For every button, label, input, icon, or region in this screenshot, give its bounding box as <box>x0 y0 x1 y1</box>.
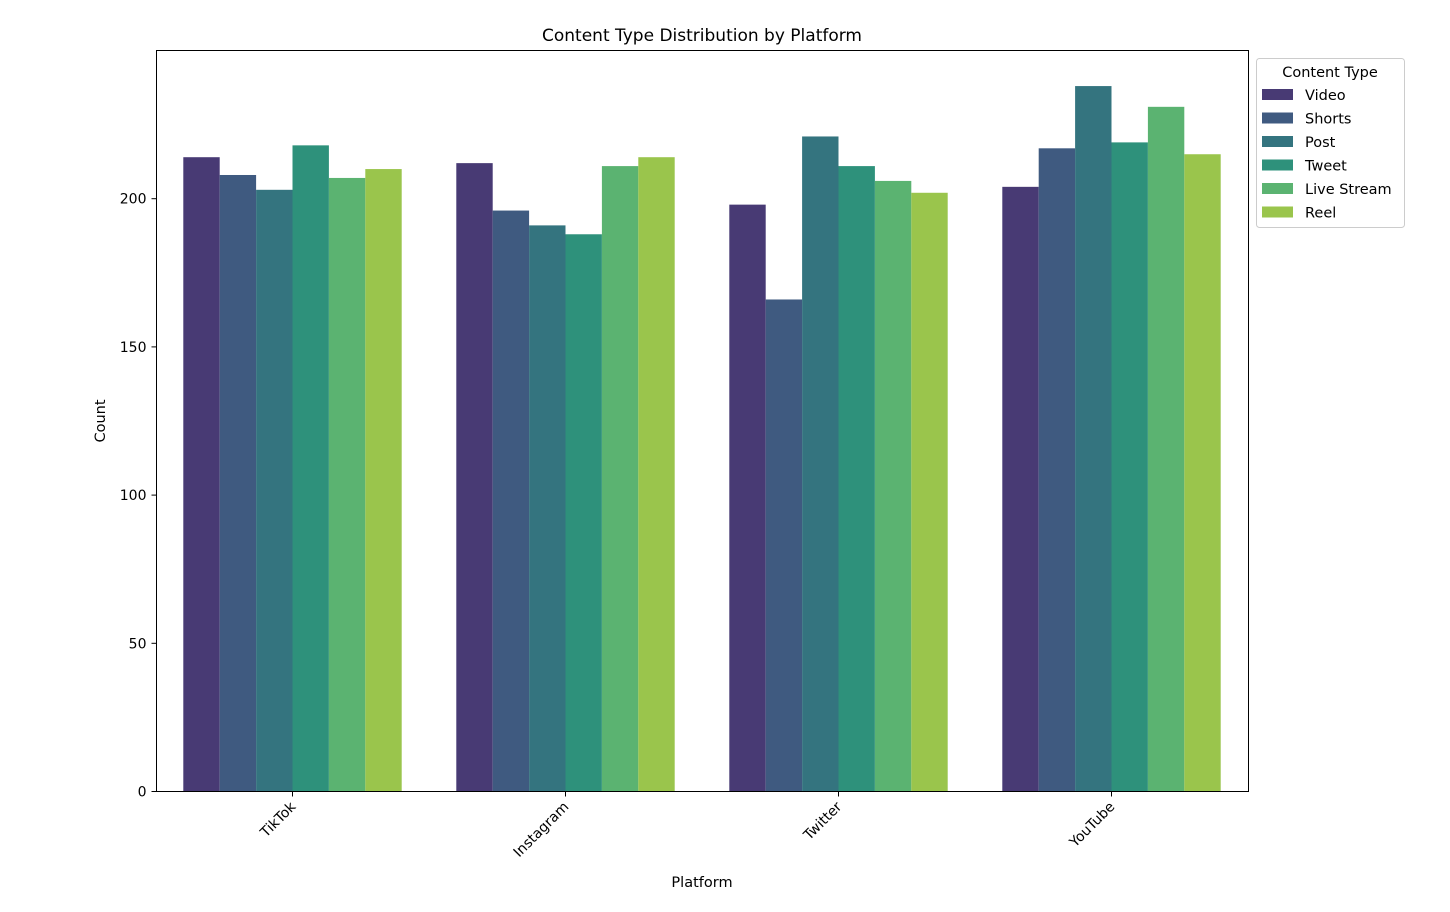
bar-post-instagram <box>529 225 566 792</box>
bar-reel-twitter <box>911 192 948 792</box>
x-tick-label-instagram: Instagram <box>511 799 573 861</box>
x-axis-label: Platform <box>671 875 732 891</box>
legend-entries: Video Shorts Post Tweet Live Stream Reel <box>1262 88 1392 222</box>
bar-post-twitter <box>802 136 839 792</box>
bar-reel-youtube <box>1184 154 1221 792</box>
bar-reel-tiktok <box>365 169 402 792</box>
legend-swatch-video <box>1262 89 1293 100</box>
y-tick-label: 50 <box>129 636 147 652</box>
bar-shorts-instagram <box>492 210 530 792</box>
bars-layer <box>183 86 1221 792</box>
y-tick-label: 150 <box>120 340 147 356</box>
bar-shorts-tiktok <box>219 174 257 792</box>
bar-tweet-twitter <box>838 166 875 792</box>
y-axis-ticks: 0 50 100 150 200 <box>120 192 157 801</box>
bar-video-tiktok <box>183 157 220 792</box>
legend-label-post: Post <box>1305 135 1336 151</box>
legend-swatch-post <box>1262 136 1293 147</box>
bar-shorts-twitter <box>765 299 803 792</box>
bar-video-youtube <box>1002 186 1039 792</box>
legend-title: Content Type <box>1282 65 1378 81</box>
bar-video-instagram <box>456 163 493 792</box>
legend-label-video: Video <box>1305 88 1346 104</box>
legend-label-reel: Reel <box>1305 206 1336 222</box>
x-tick-label-twitter: Twitter <box>800 799 845 844</box>
bar-post-tiktok <box>256 189 293 792</box>
y-tick-label: 200 <box>120 192 147 208</box>
legend-box <box>1256 58 1405 228</box>
x-axis-ticks: TikTok Instagram Twitter YouTube <box>257 791 1118 861</box>
bar-tweet-instagram <box>565 234 602 792</box>
bar-tweet-youtube <box>1111 142 1148 792</box>
bar-live-stream-youtube <box>1147 106 1185 792</box>
legend-label-live-stream: Live Stream <box>1305 182 1392 198</box>
x-tick-label-tiktok: TikTok <box>257 798 300 841</box>
legend-swatch-tweet <box>1262 159 1293 171</box>
bar-shorts-youtube <box>1038 148 1076 792</box>
bar-reel-instagram <box>638 157 675 792</box>
y-tick-label: 100 <box>120 488 147 504</box>
plot-frame <box>156 50 1249 792</box>
bar-tweet-tiktok <box>292 145 329 792</box>
legend-swatch-live-stream <box>1262 183 1293 194</box>
bar-post-youtube <box>1075 86 1112 792</box>
legend-swatch-reel <box>1262 206 1293 218</box>
y-axis-label: Count <box>93 399 109 442</box>
legend: Content Type Video Shorts Post Tweet Live St… <box>1256 58 1405 228</box>
chart-title: Content Type Distribution by Platform <box>542 26 862 46</box>
legend-label-shorts: Shorts <box>1305 112 1351 128</box>
bar-live-stream-tiktok <box>328 177 366 792</box>
legend-label-tweet: Tweet <box>1304 159 1347 175</box>
y-tick-label: 0 <box>138 785 147 801</box>
bar-live-stream-twitter <box>874 180 912 792</box>
bar-video-twitter <box>729 204 766 792</box>
x-tick-label-youtube: YouTube <box>1066 799 1118 851</box>
bar-live-stream-instagram <box>601 166 639 792</box>
legend-swatch-shorts <box>1262 112 1293 124</box>
